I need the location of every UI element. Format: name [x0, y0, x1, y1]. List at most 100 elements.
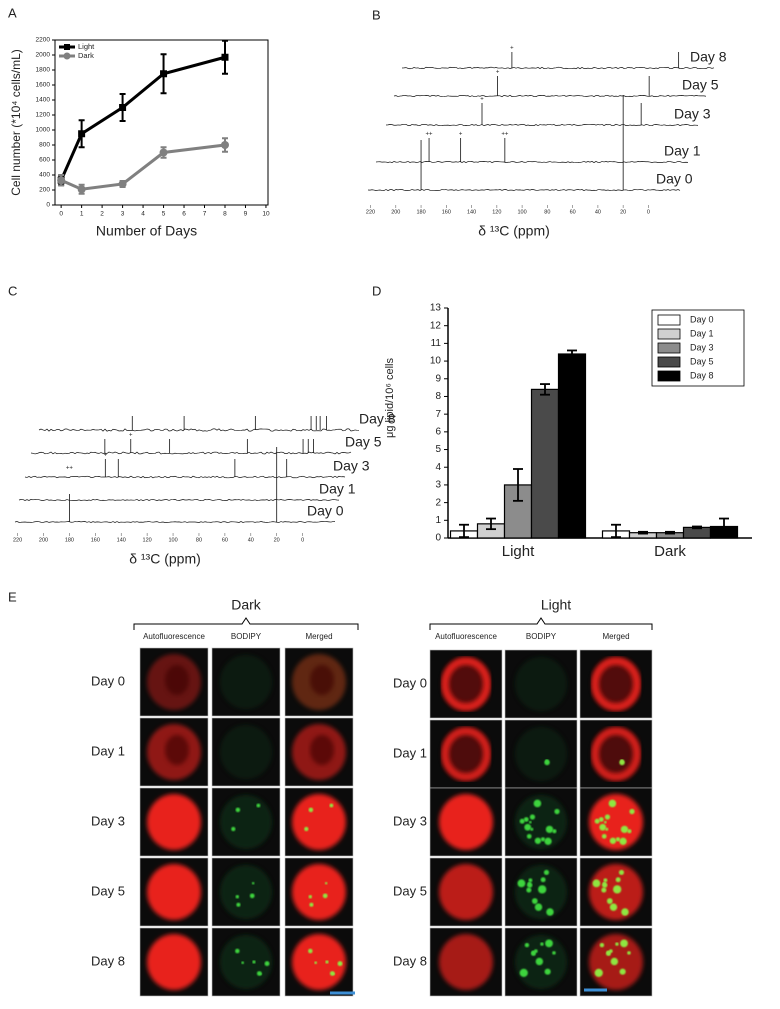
trace-label: Day 5	[682, 77, 719, 93]
x-tick-label: 6	[182, 211, 186, 218]
peak-annotation: +	[459, 132, 463, 138]
legend-swatch	[657, 328, 681, 340]
micrograph	[504, 719, 578, 789]
lipid-droplet	[545, 939, 553, 948]
y-axis-title: Cell number (*10⁴ cells/mL)	[9, 49, 23, 196]
lipid-droplet	[620, 825, 629, 834]
group-title: Light	[541, 597, 571, 613]
peak-annotation: ++	[501, 132, 509, 138]
y-tick-label: 9	[435, 373, 441, 384]
y-tick-label: 6	[435, 426, 441, 437]
y-tick-label: 400	[39, 172, 50, 179]
spectrum-trace	[14, 521, 336, 523]
peak-annotation: +	[496, 70, 500, 76]
micrograph	[139, 927, 209, 997]
error-bar	[459, 523, 469, 539]
marker	[77, 185, 86, 194]
micrograph	[579, 927, 653, 997]
lipid-droplet	[627, 829, 632, 834]
cell-red	[147, 794, 201, 850]
lipid-droplet	[546, 908, 554, 916]
y-axis-title: μg lipid/10⁶ cells	[384, 358, 396, 438]
cell-red	[439, 864, 493, 920]
spectrum-trace	[385, 123, 699, 127]
y-tick-label: 600	[39, 157, 50, 164]
spectrum-trace	[24, 475, 346, 479]
lipid-droplet	[519, 968, 528, 978]
row-label: Day 0	[393, 675, 427, 690]
x-tick-label: 20	[620, 209, 626, 215]
cell-green-haze	[515, 727, 567, 781]
micrograph	[211, 647, 281, 717]
lipid-droplet	[618, 869, 625, 875]
lipid-droplet	[308, 948, 313, 954]
cell-green-haze	[220, 655, 272, 709]
error-bar	[665, 530, 675, 535]
lipid-droplet	[606, 898, 613, 904]
legend-label: Day 0	[690, 314, 714, 324]
lipid-droplet	[610, 957, 619, 966]
marker	[118, 180, 127, 188]
lipid-droplet	[619, 968, 626, 975]
trace-label: Day 3	[333, 458, 370, 474]
x-tick-label: 1	[80, 211, 84, 218]
panel-label: B	[372, 7, 381, 22]
marker	[57, 176, 66, 185]
cell-red	[439, 934, 493, 990]
peak-annotation: +	[104, 453, 108, 459]
x-tick-label: 3	[121, 211, 125, 218]
series-line	[59, 55, 226, 181]
y-tick-label: 2200	[36, 37, 51, 44]
trace-label: Day 8	[690, 49, 727, 65]
cell-shadow	[310, 735, 334, 765]
micrograph	[211, 927, 281, 997]
x-tick-label: 180	[65, 537, 74, 543]
x-tick-label: 8	[223, 211, 227, 218]
marker	[220, 141, 229, 149]
x-tick-label: 180	[416, 209, 425, 215]
y-tick-label: 2000	[36, 52, 51, 59]
x-tick-label: 140	[467, 209, 476, 215]
row-label: Day 3	[91, 813, 125, 828]
marker	[119, 104, 127, 111]
peak-annotation: ++	[426, 132, 434, 138]
series-line	[60, 143, 226, 191]
lipid-droplet	[603, 878, 608, 883]
lipid-droplet	[304, 826, 309, 832]
micrograph	[579, 719, 653, 789]
micrograph	[284, 647, 354, 717]
x-tick-label: Light	[502, 543, 535, 560]
marker	[159, 148, 168, 157]
x-tick-label: 120	[492, 209, 501, 215]
lipid-droplet	[252, 960, 256, 964]
group-brace	[133, 617, 359, 630]
cell-red	[592, 658, 640, 710]
lipid-droplet	[594, 818, 600, 824]
spectrum-trace	[375, 161, 689, 163]
cell-red-rim	[591, 727, 641, 781]
lipid-droplet	[529, 814, 536, 820]
row-label: Day 1	[91, 743, 125, 758]
lipid-droplet	[554, 808, 560, 815]
lipid-droplet	[528, 878, 533, 883]
error-bar	[692, 525, 702, 530]
group-brace	[429, 617, 653, 630]
column-header: BODIPY	[526, 632, 557, 641]
lipid-droplet	[524, 823, 532, 831]
lipid-droplet	[605, 827, 609, 831]
x-tick-label: 60	[570, 209, 576, 215]
y-tick-label: 0	[435, 533, 441, 544]
micrograph	[139, 647, 209, 717]
plot-frame	[54, 39, 269, 206]
y-tick-label: 10	[430, 356, 442, 367]
micrograph	[429, 927, 503, 997]
bar	[557, 353, 587, 539]
trace-label: Day 1	[664, 143, 701, 159]
trace-label: Day 8	[359, 411, 396, 427]
x-tick-label: 10	[262, 211, 270, 218]
legend-swatch	[657, 314, 681, 326]
legend-label: Day 3	[690, 342, 714, 352]
trace-label: Day 0	[307, 503, 344, 519]
x-tick-label: 4	[141, 211, 145, 218]
micrograph	[504, 787, 578, 857]
